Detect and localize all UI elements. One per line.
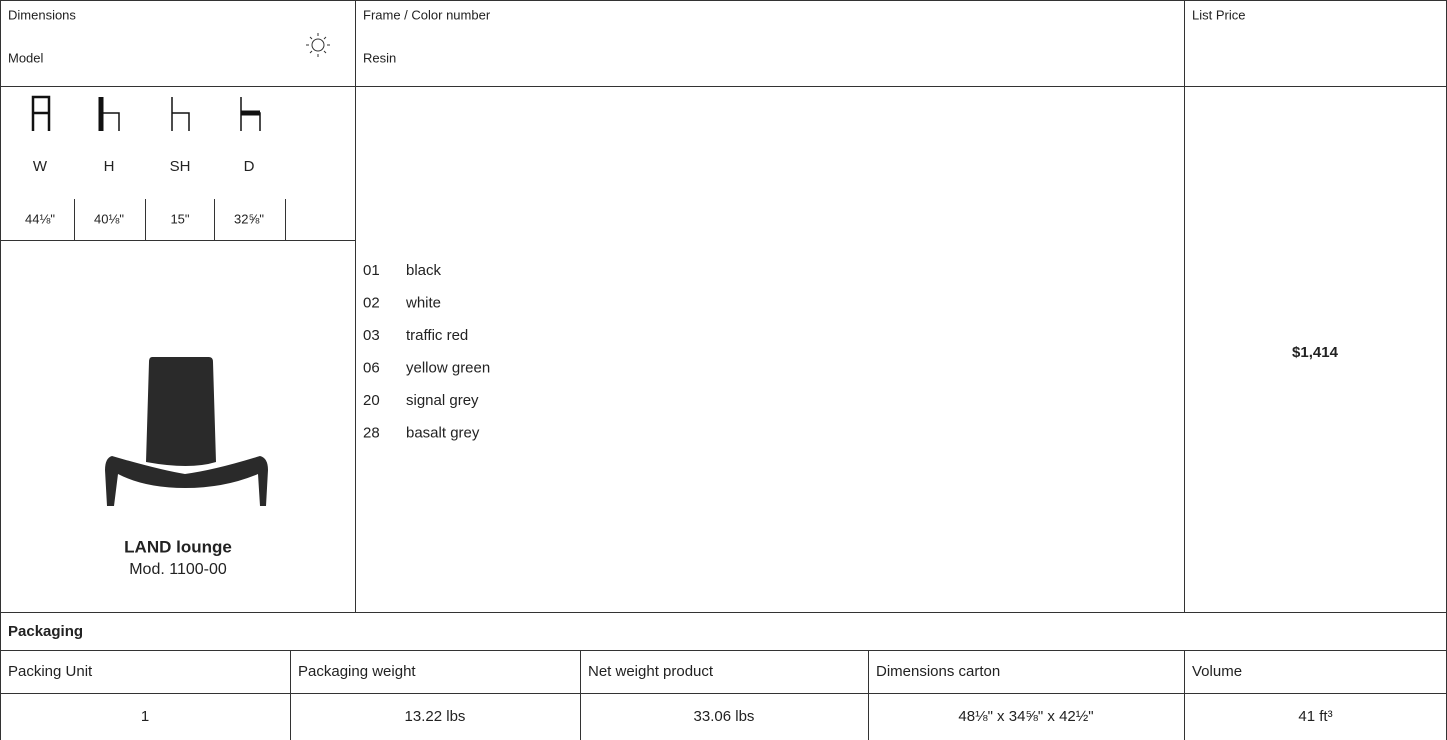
packaging-value: 1 (141, 708, 149, 725)
packaging-header: Packing Unit (8, 663, 93, 680)
dimension-value: 40⅛" (94, 211, 124, 226)
color-code: 20 (363, 392, 380, 409)
dimension-value: 44⅛" (25, 211, 55, 226)
packaging-header: Net weight product (588, 663, 714, 680)
packaging-value: 13.22 lbs (405, 708, 466, 725)
color-code: 02 (363, 294, 380, 311)
header-label: List Price (1192, 7, 1245, 22)
section-title: Packaging (8, 623, 83, 640)
header-label: Resin (363, 50, 396, 65)
header-label: Frame / Color number (363, 7, 491, 22)
packaging-header: Volume (1192, 663, 1242, 680)
header-label: Dimensions (8, 7, 76, 22)
color-name: traffic red (406, 327, 468, 344)
price: $1,414 (1292, 344, 1339, 361)
dimension-label: D (244, 158, 255, 175)
product-name: LAND lounge (124, 537, 232, 556)
color-name: black (406, 262, 442, 279)
dimension-label: H (104, 158, 115, 175)
packaging-header: Dimensions carton (876, 663, 1000, 680)
packaging-value: 41 ft³ (1298, 708, 1332, 725)
product-image (105, 357, 268, 506)
color-code: 03 (363, 327, 380, 344)
header-label: Model (8, 50, 44, 65)
dimension-value: 15" (170, 211, 189, 226)
dimension-label: SH (170, 158, 191, 175)
color-name: basalt grey (406, 424, 480, 441)
color-code: 06 (363, 359, 380, 376)
color-code: 28 (363, 424, 380, 441)
dimension-icons (31, 95, 261, 131)
dimension-label: W (33, 158, 48, 175)
color-code: 01 (363, 262, 380, 279)
dimension-value: 32⅝" (234, 211, 264, 226)
product-model: Mod. 1100-00 (129, 561, 227, 578)
color-name: yellow green (406, 359, 490, 376)
packaging-header: Packaging weight (298, 663, 416, 680)
sun-icon (306, 33, 330, 57)
packaging-value: 33.06 lbs (694, 708, 755, 725)
color-name: signal grey (406, 392, 479, 409)
color-name: white (405, 294, 441, 311)
packaging-value: 48⅛" x 34⅝" x 42½" (958, 708, 1093, 725)
